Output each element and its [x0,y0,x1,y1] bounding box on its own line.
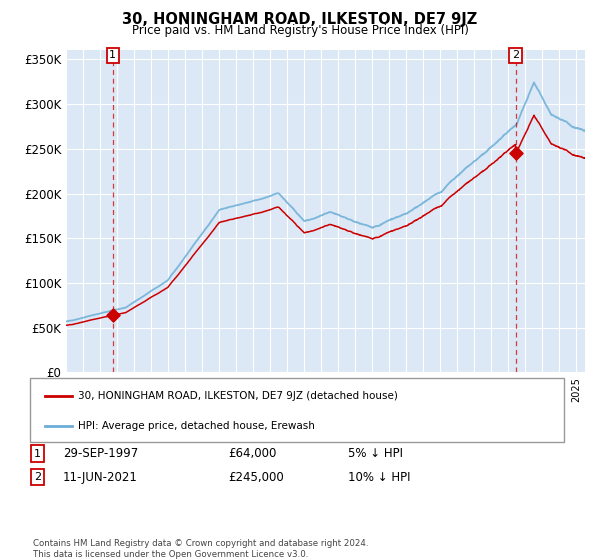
Text: HPI: Average price, detached house, Erewash: HPI: Average price, detached house, Erew… [78,421,315,431]
Text: 2: 2 [34,472,41,482]
Text: 30, HONINGHAM ROAD, ILKESTON, DE7 9JZ: 30, HONINGHAM ROAD, ILKESTON, DE7 9JZ [122,12,478,27]
Text: 10% ↓ HPI: 10% ↓ HPI [348,470,410,484]
Text: Price paid vs. HM Land Registry's House Price Index (HPI): Price paid vs. HM Land Registry's House … [131,24,469,37]
Text: £64,000: £64,000 [228,447,277,460]
Point [108,311,118,320]
Text: 2: 2 [512,50,519,60]
Text: 1: 1 [34,449,41,459]
Text: 30, HONINGHAM ROAD, ILKESTON, DE7 9JZ (detached house): 30, HONINGHAM ROAD, ILKESTON, DE7 9JZ (d… [78,391,398,402]
Text: 11-JUN-2021: 11-JUN-2021 [63,470,138,484]
Text: Contains HM Land Registry data © Crown copyright and database right 2024.
This d: Contains HM Land Registry data © Crown c… [33,539,368,559]
Text: 1: 1 [109,50,116,60]
Text: 5% ↓ HPI: 5% ↓ HPI [348,447,403,460]
Point [511,149,520,158]
Text: 29-SEP-1997: 29-SEP-1997 [63,447,138,460]
Text: £245,000: £245,000 [228,470,284,484]
